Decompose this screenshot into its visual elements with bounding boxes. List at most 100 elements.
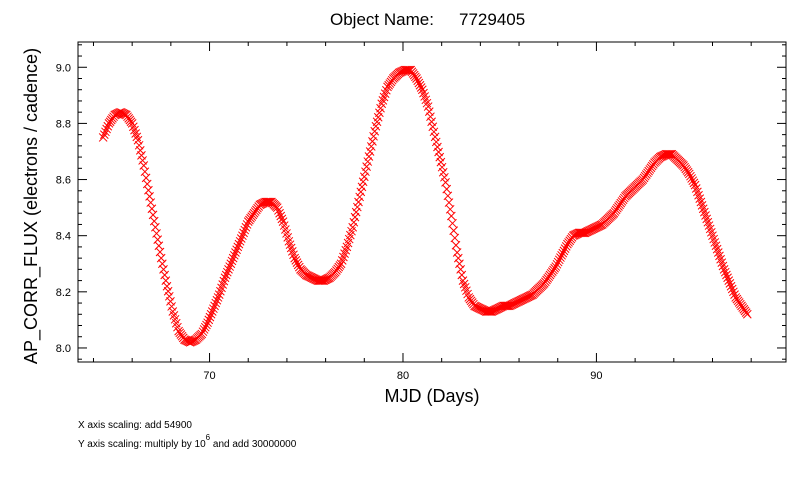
data-point-fill <box>204 315 214 325</box>
data-point-fill <box>291 256 301 265</box>
y-axis-label: AP_CORR_FLUX (electrons / cadence) <box>21 48 42 364</box>
data-point-fill <box>340 249 349 259</box>
data-point-fill <box>462 286 471 296</box>
data-point <box>725 279 735 288</box>
x-tick-label: 90 <box>590 370 602 382</box>
data-point-fill <box>561 241 571 251</box>
axis-tick-labels: 8.0 8.2 8.4 8.6 8.8 9.0 70 80 90 <box>56 62 603 382</box>
data-point-fill <box>717 258 727 267</box>
data-point-fill <box>137 151 146 160</box>
data-point-fill <box>416 83 426 92</box>
data-point <box>348 222 358 232</box>
data-point <box>272 203 282 212</box>
data-point <box>702 214 712 224</box>
data-point-fill <box>275 208 284 218</box>
data-point <box>98 133 108 142</box>
data-point-fill <box>207 307 217 316</box>
data-point <box>452 248 462 257</box>
data-point-fill <box>723 273 732 283</box>
data-point <box>359 172 369 182</box>
data-point <box>719 265 729 274</box>
data-point-fill <box>132 132 142 142</box>
data-point-fill <box>337 256 347 265</box>
data-point-fill <box>362 162 371 171</box>
data-point <box>696 197 706 207</box>
data-point-fill <box>231 248 240 257</box>
data-point-fill <box>381 85 391 95</box>
data-point-fill <box>357 182 367 192</box>
x-tick-label: 80 <box>397 370 409 382</box>
data-point-fill <box>131 129 140 138</box>
data-point <box>214 290 224 299</box>
data-point-fill <box>202 320 211 330</box>
data-point-fill <box>102 124 111 134</box>
data-point-fill <box>726 281 736 291</box>
data-point-fill <box>293 260 303 270</box>
data-point-fill <box>427 117 436 127</box>
data-point-fill <box>213 293 223 302</box>
data-point-fill <box>693 187 702 197</box>
data-point <box>435 152 445 162</box>
data-point-fill <box>720 267 730 277</box>
data-point-fill <box>689 178 699 188</box>
data-point-fill <box>128 122 138 132</box>
data-point-fill <box>287 247 297 256</box>
y-tick-label: 8.8 <box>56 118 71 130</box>
data-point-fill <box>160 270 170 280</box>
y-scaling-note: Y axis scaling: multiply by 106 and add … <box>78 434 297 454</box>
data-point-fill <box>228 253 238 263</box>
x-scaling-note: X axis scaling: add 54900 <box>78 420 192 431</box>
data-point-fill <box>355 192 365 202</box>
chart-title-value: 7729405 <box>459 10 525 29</box>
data-point-fill <box>221 270 231 280</box>
data-point-fill <box>378 96 388 105</box>
data-point-fill <box>363 157 373 166</box>
data-point <box>551 262 561 271</box>
data-point-fill <box>415 80 425 90</box>
data-point-fill <box>691 184 701 193</box>
data-point-fill <box>420 92 430 101</box>
data-point-fill <box>370 126 380 136</box>
axis-ticks <box>78 42 786 362</box>
data-point <box>742 309 752 319</box>
data-point-fill <box>437 162 447 172</box>
data-point-fill <box>463 289 472 299</box>
data-point-fill <box>703 217 713 227</box>
data-point-fill <box>205 312 215 322</box>
y-tick-label: 8.0 <box>56 343 71 355</box>
data-point <box>209 304 218 314</box>
data-point-fill <box>457 270 467 280</box>
data-point <box>133 135 143 145</box>
data-point-fill <box>358 177 368 187</box>
data-point <box>336 259 346 269</box>
data-point-fill <box>718 261 728 271</box>
data-point-fill <box>710 238 720 247</box>
x-axis-label: MJD (Days) <box>385 386 480 406</box>
data-point-fill <box>424 107 434 116</box>
data-point <box>417 85 427 95</box>
data-point-fill <box>351 207 361 217</box>
data-point <box>412 74 421 83</box>
data-point-fill <box>239 228 248 238</box>
y-scaling-suffix: and add 30000000 <box>210 439 297 450</box>
data-point-fill <box>225 262 235 271</box>
data-point-fill <box>436 157 446 167</box>
data-point-fill <box>579 228 589 238</box>
data-point-fill <box>167 302 176 311</box>
data-point-fill <box>716 254 725 264</box>
data-point-fill <box>233 242 243 252</box>
data-point-fill <box>700 207 709 217</box>
data-point-fill <box>222 267 232 277</box>
data-point-fill <box>430 132 440 142</box>
plot-frame <box>77 41 787 363</box>
data-point-fill <box>241 222 251 232</box>
data-point-fill <box>687 174 696 183</box>
data-point <box>197 329 207 339</box>
data-point-fill <box>130 125 139 135</box>
data-point-fill <box>503 301 513 311</box>
data-point-fill <box>227 256 237 266</box>
data-point-fill <box>206 309 216 319</box>
data-point-fill <box>318 276 327 285</box>
data-point-fill <box>706 227 716 237</box>
